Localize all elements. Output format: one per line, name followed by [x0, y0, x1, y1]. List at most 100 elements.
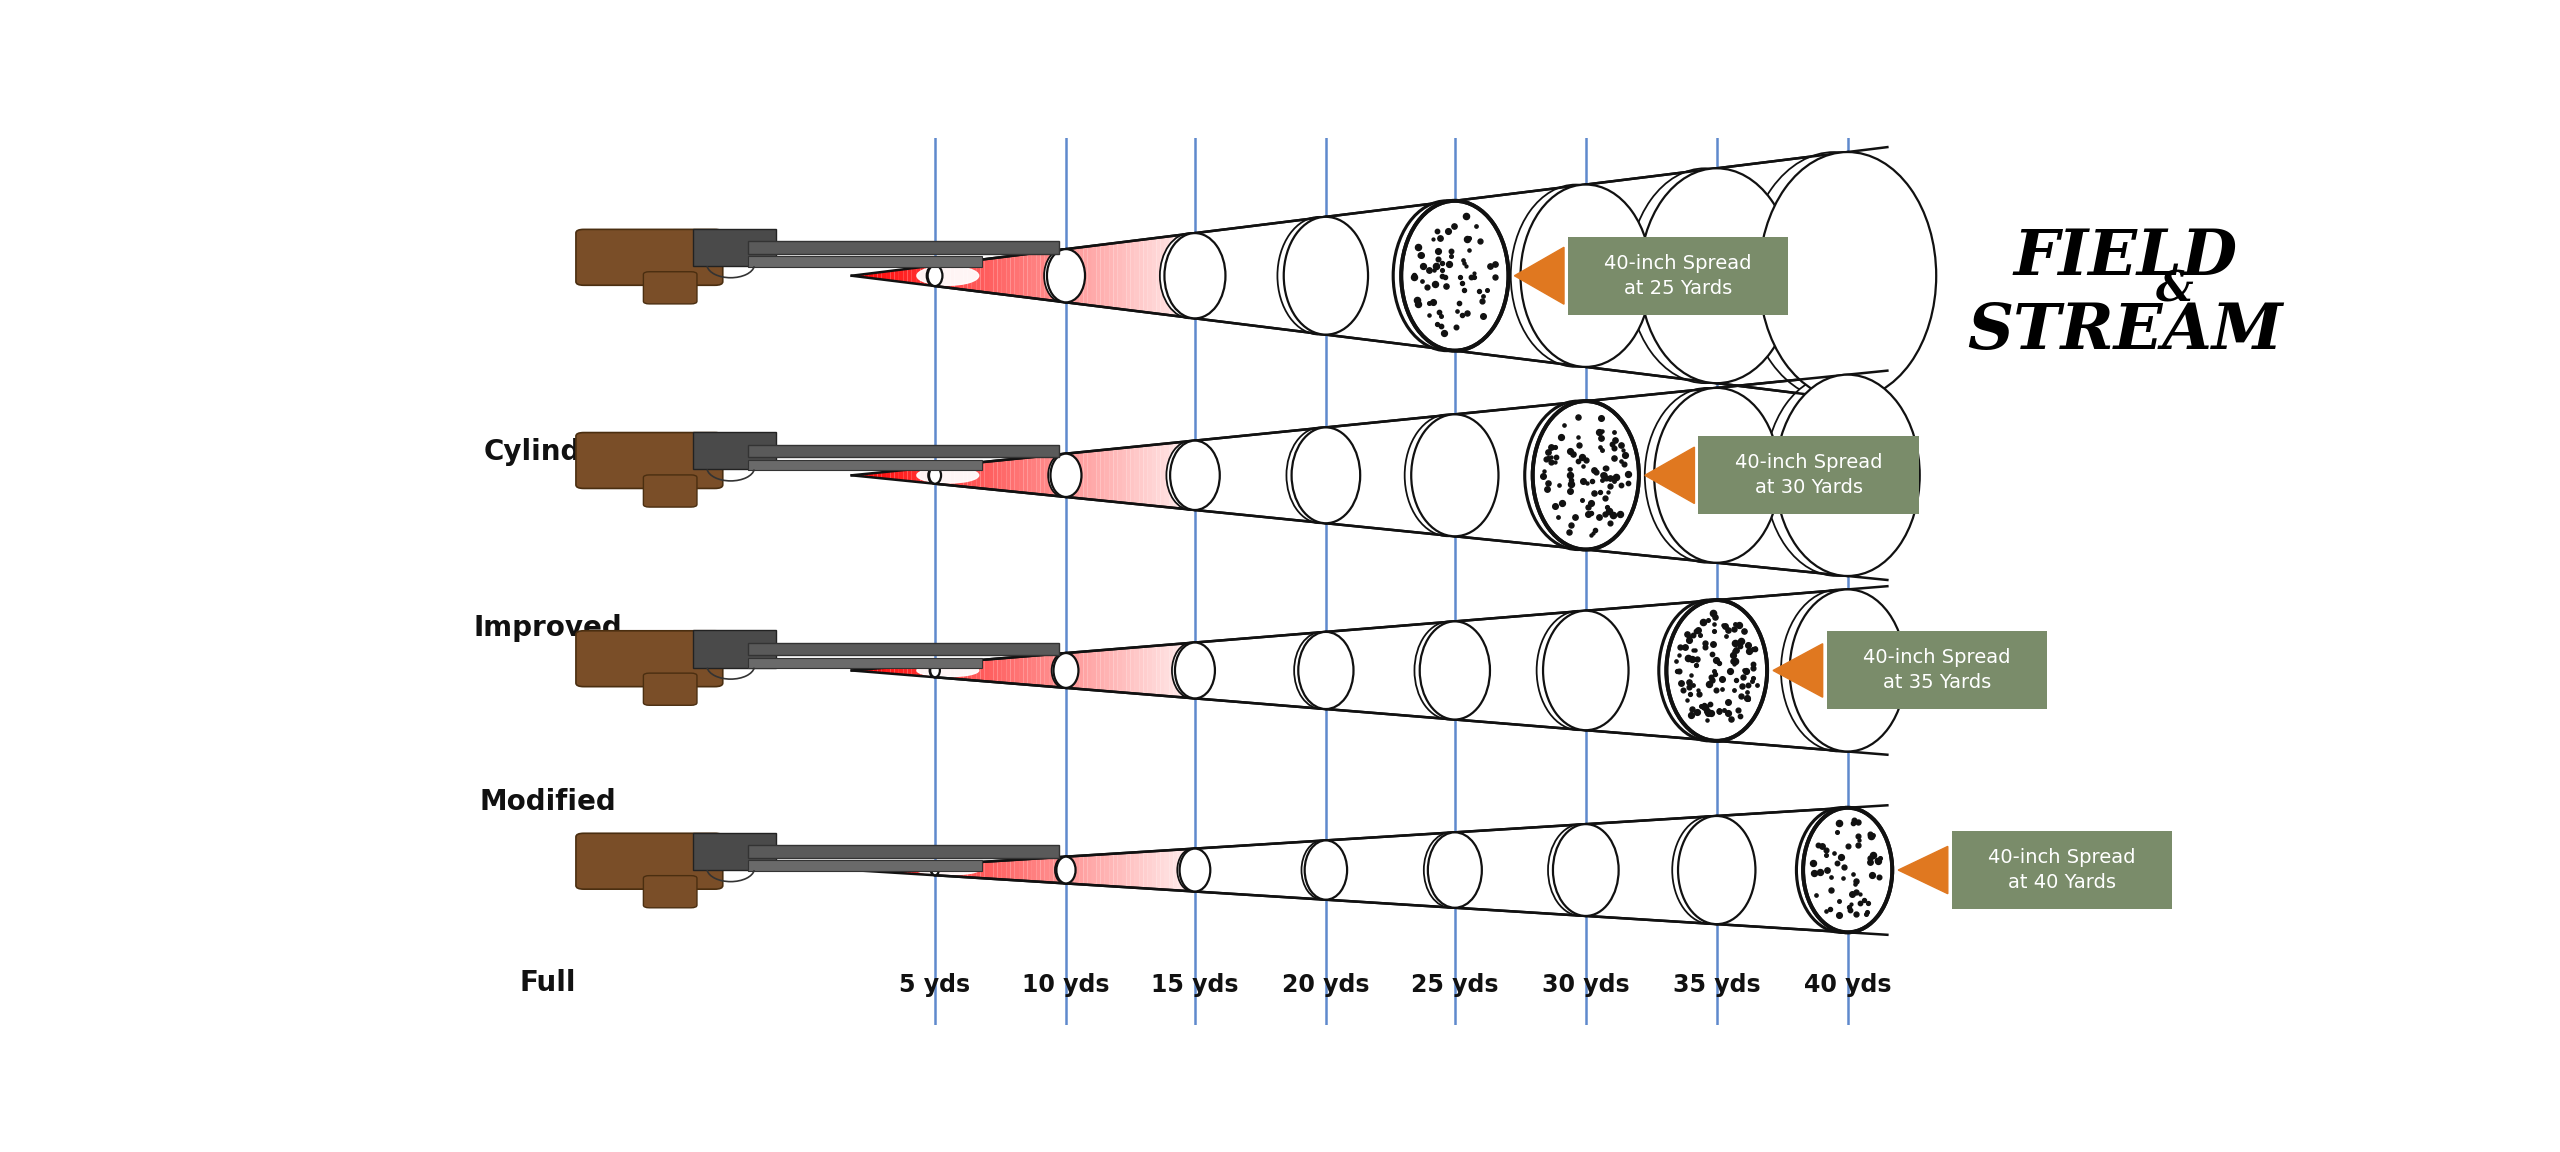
Polygon shape	[860, 669, 865, 672]
Text: 40-inch Spread
at 35 Yards: 40-inch Spread at 35 Yards	[1864, 649, 2010, 692]
Polygon shape	[904, 666, 906, 675]
Polygon shape	[1096, 650, 1101, 691]
Polygon shape	[980, 660, 986, 681]
Polygon shape	[881, 272, 886, 280]
Polygon shape	[1001, 460, 1006, 491]
Ellipse shape	[1052, 653, 1078, 688]
Ellipse shape	[1628, 168, 1782, 384]
Polygon shape	[860, 870, 865, 871]
Polygon shape	[1075, 856, 1080, 885]
Polygon shape	[1044, 858, 1050, 882]
Polygon shape	[937, 664, 942, 677]
Polygon shape	[975, 660, 980, 681]
Polygon shape	[1516, 248, 1564, 304]
Ellipse shape	[1764, 374, 1910, 576]
Polygon shape	[922, 468, 924, 483]
Polygon shape	[916, 866, 922, 874]
Polygon shape	[934, 865, 937, 876]
Polygon shape	[1027, 457, 1032, 493]
Polygon shape	[1024, 859, 1027, 881]
Polygon shape	[955, 863, 960, 877]
Polygon shape	[1052, 455, 1057, 497]
Ellipse shape	[1055, 653, 1078, 688]
Polygon shape	[1126, 852, 1132, 887]
FancyBboxPatch shape	[694, 630, 776, 667]
Polygon shape	[1039, 654, 1044, 687]
Polygon shape	[1075, 453, 1080, 499]
Polygon shape	[906, 866, 911, 874]
Polygon shape	[929, 664, 934, 677]
Polygon shape	[1006, 460, 1011, 492]
Polygon shape	[1165, 444, 1170, 507]
Polygon shape	[860, 473, 865, 477]
Text: &: &	[2156, 268, 2194, 310]
FancyBboxPatch shape	[1828, 631, 2048, 710]
Polygon shape	[855, 274, 860, 276]
Ellipse shape	[1416, 621, 1485, 720]
Polygon shape	[968, 463, 973, 487]
Ellipse shape	[1298, 632, 1354, 708]
Ellipse shape	[927, 265, 942, 286]
Polygon shape	[1152, 645, 1157, 696]
Polygon shape	[873, 668, 878, 673]
Polygon shape	[873, 273, 878, 279]
Ellipse shape	[1667, 600, 1766, 741]
Polygon shape	[1062, 249, 1065, 302]
Polygon shape	[1052, 857, 1057, 882]
Polygon shape	[980, 862, 986, 878]
Text: 35 yds: 35 yds	[1672, 973, 1761, 998]
Polygon shape	[899, 270, 904, 282]
Ellipse shape	[1526, 401, 1631, 550]
Polygon shape	[1062, 454, 1065, 497]
Polygon shape	[886, 867, 891, 872]
Polygon shape	[1132, 241, 1134, 311]
Polygon shape	[1032, 655, 1037, 685]
Ellipse shape	[929, 467, 942, 484]
Polygon shape	[929, 467, 934, 484]
Polygon shape	[960, 661, 963, 680]
Polygon shape	[873, 869, 878, 872]
Polygon shape	[1165, 645, 1170, 696]
Polygon shape	[1062, 653, 1065, 688]
Polygon shape	[1050, 654, 1052, 687]
Polygon shape	[1065, 856, 1070, 884]
Ellipse shape	[1044, 249, 1083, 302]
FancyBboxPatch shape	[694, 833, 776, 870]
Polygon shape	[865, 669, 868, 672]
Polygon shape	[1119, 242, 1121, 309]
Polygon shape	[1190, 440, 1196, 510]
Polygon shape	[1106, 449, 1108, 501]
Polygon shape	[1132, 447, 1134, 503]
Polygon shape	[924, 865, 929, 874]
Polygon shape	[988, 862, 993, 879]
Polygon shape	[868, 668, 873, 673]
Polygon shape	[1147, 851, 1152, 889]
Ellipse shape	[1782, 590, 1897, 751]
Polygon shape	[1190, 233, 1196, 318]
Polygon shape	[1172, 442, 1178, 508]
Polygon shape	[929, 266, 934, 286]
Polygon shape	[998, 658, 1001, 683]
Polygon shape	[1160, 237, 1165, 314]
FancyBboxPatch shape	[576, 432, 722, 488]
Text: 40-inch Spread
at 40 Yards: 40-inch Spread at 40 Yards	[1989, 848, 2135, 892]
Polygon shape	[975, 862, 980, 878]
Polygon shape	[1011, 657, 1014, 684]
Polygon shape	[1121, 448, 1126, 503]
Polygon shape	[947, 864, 950, 877]
Polygon shape	[1183, 234, 1185, 317]
Polygon shape	[1014, 859, 1019, 880]
FancyBboxPatch shape	[748, 658, 983, 668]
Ellipse shape	[1300, 841, 1344, 900]
Polygon shape	[955, 263, 960, 289]
Polygon shape	[986, 462, 988, 490]
Polygon shape	[881, 668, 886, 673]
Polygon shape	[934, 664, 937, 677]
Polygon shape	[1070, 248, 1075, 303]
Polygon shape	[886, 471, 891, 479]
Polygon shape	[904, 866, 906, 873]
Ellipse shape	[1047, 249, 1085, 302]
Polygon shape	[1083, 452, 1088, 499]
FancyBboxPatch shape	[748, 846, 1060, 858]
Polygon shape	[1126, 241, 1132, 310]
